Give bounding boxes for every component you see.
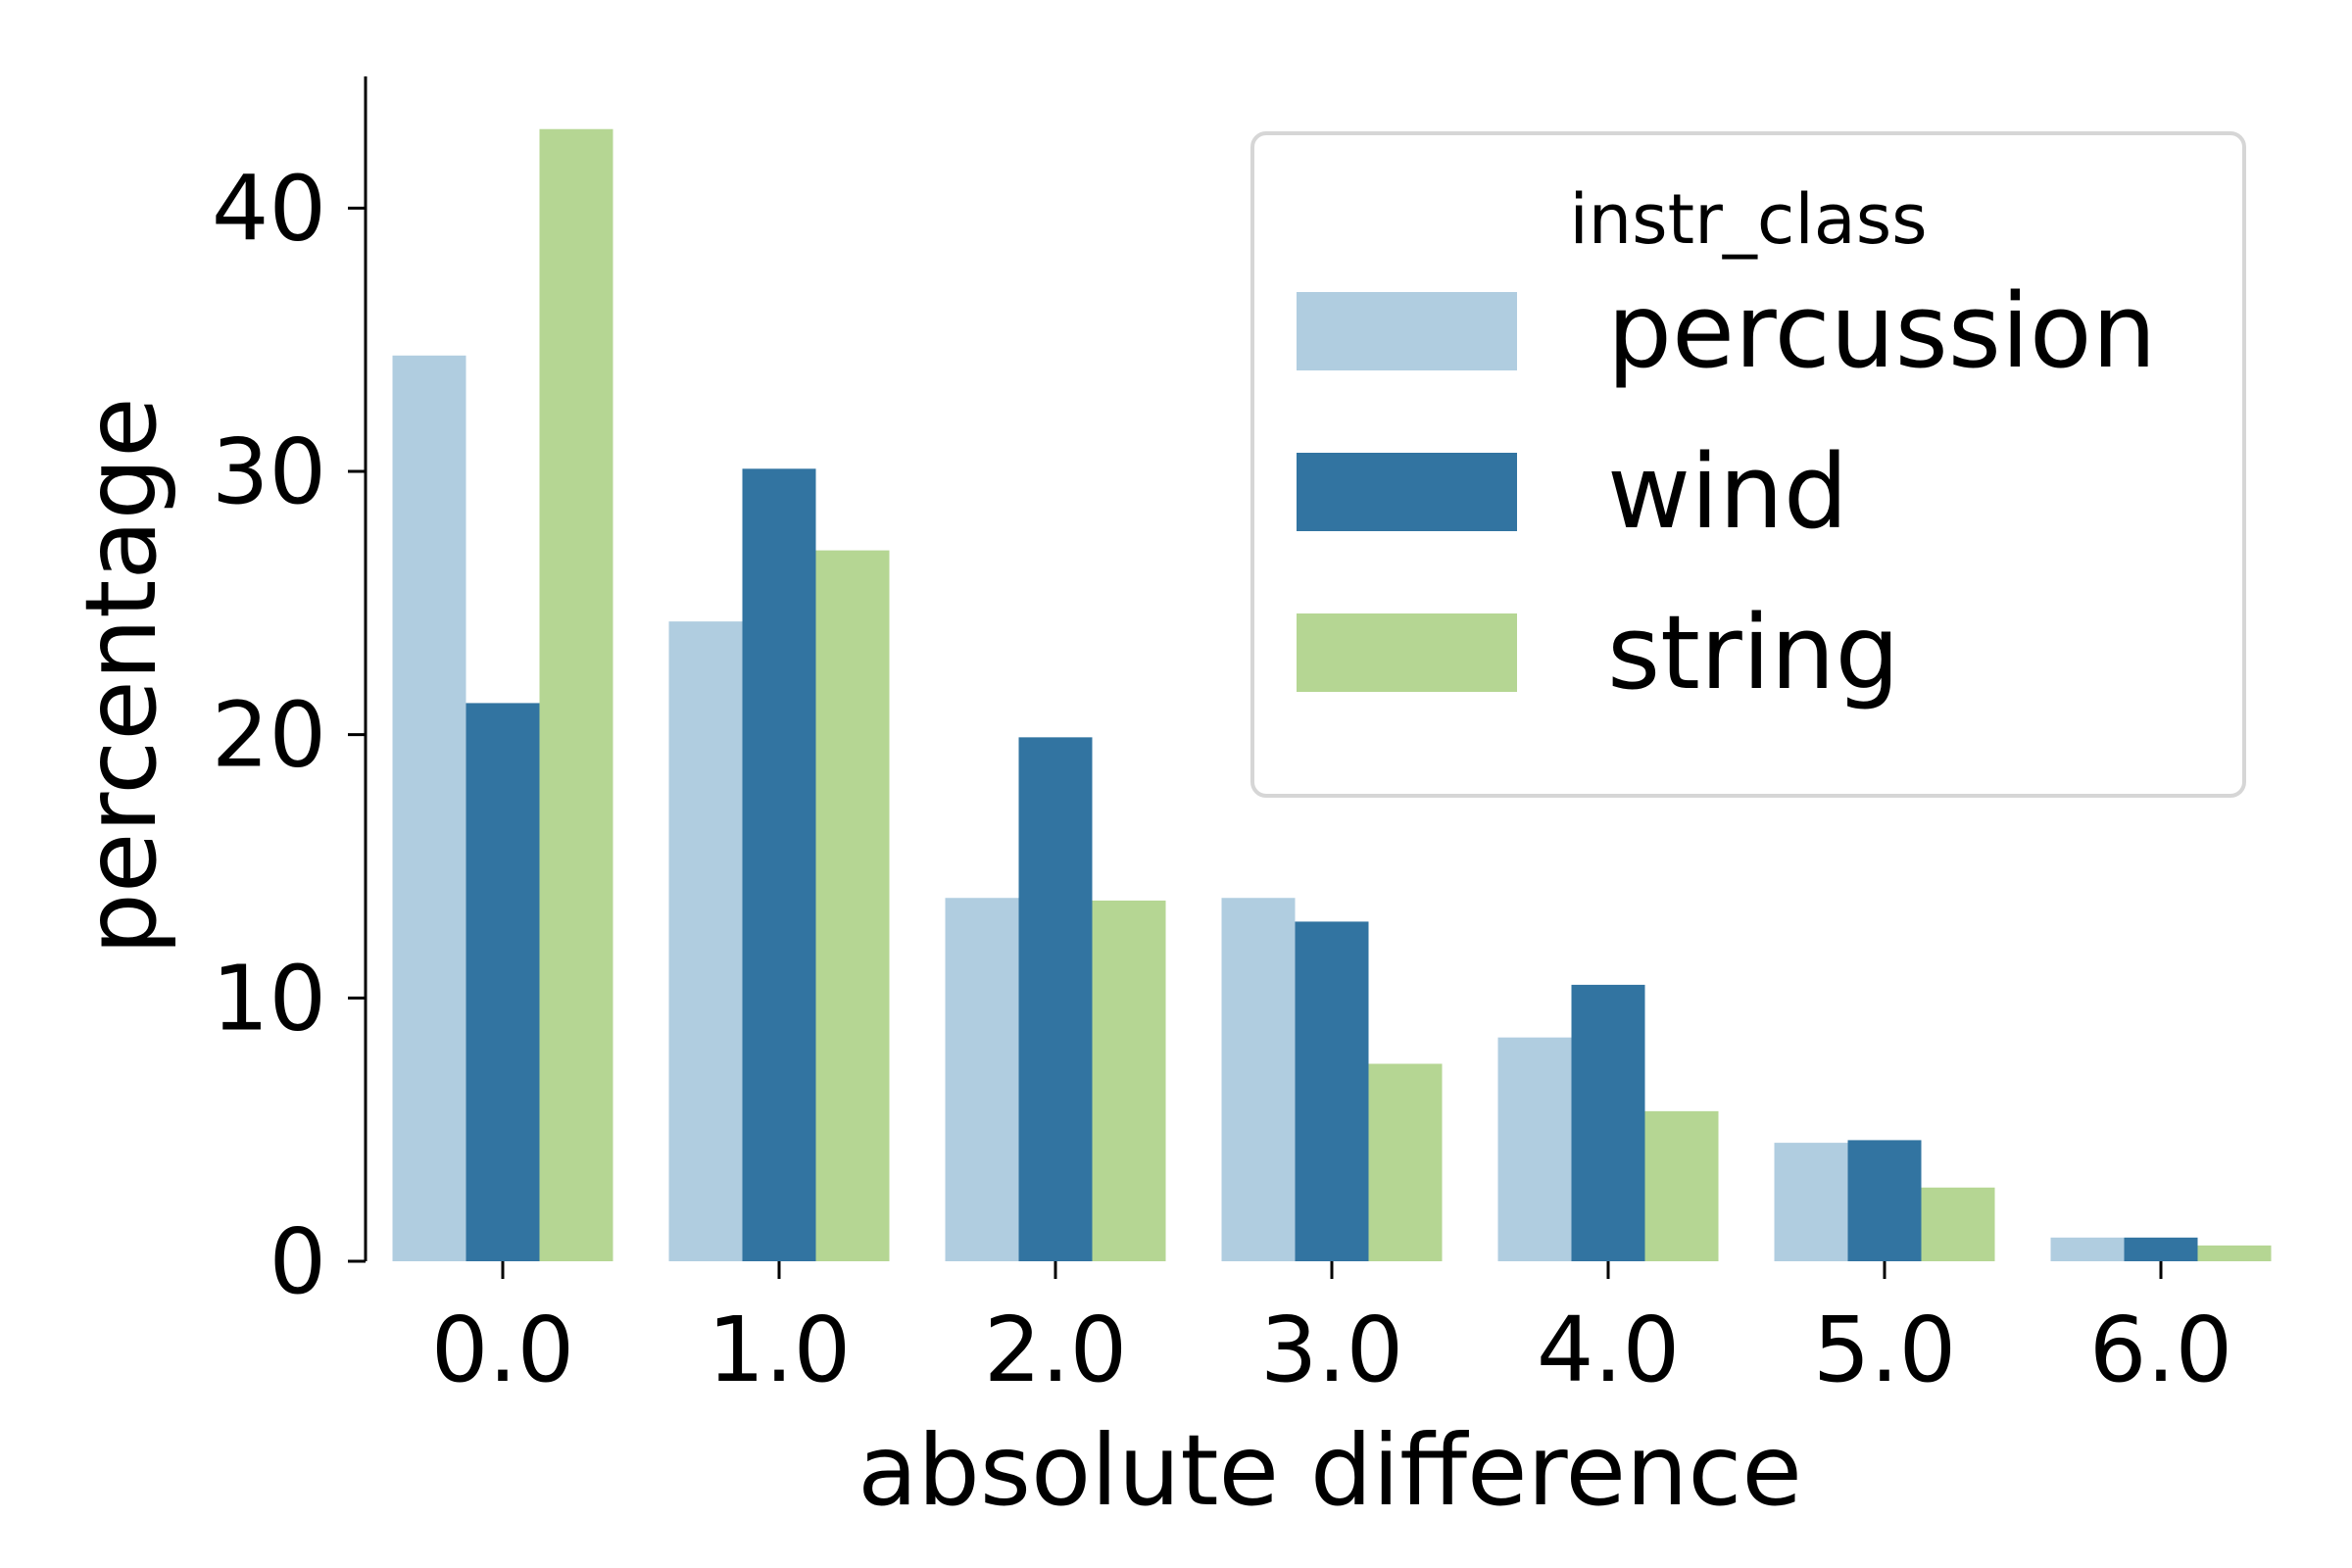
bar-string-0.0 (539, 128, 613, 1261)
bar-wind-0.0 (466, 703, 540, 1261)
y-tick-label: 20 (212, 683, 326, 788)
legend-title: instr_class (1569, 179, 1927, 260)
y-axis-label: percentage (64, 397, 178, 955)
bar-wind-6.0 (2124, 1237, 2198, 1261)
bar-percussion-0.0 (392, 355, 466, 1262)
bar-wind-5.0 (1847, 1140, 1922, 1261)
legend-label-percussion: percussion (1607, 271, 2156, 391)
x-tick-label: 2.0 (984, 1298, 1127, 1402)
bar-percussion-6.0 (2050, 1237, 2125, 1261)
x-axis-ticks: 0.0 1.0 2.0 3.0 4.0 5.0 6.0 (431, 1261, 2232, 1402)
x-tick-label: 5.0 (1813, 1298, 1956, 1402)
legend-label-string: string (1607, 593, 1900, 712)
x-tick-label: 6.0 (2089, 1298, 2232, 1402)
bar-wind-1.0 (742, 468, 816, 1261)
legend-entries: percussion wind string (1297, 271, 2156, 712)
legend-swatch-wind (1297, 453, 1517, 531)
bar-string-1.0 (815, 550, 890, 1261)
bar-wind-4.0 (1571, 984, 1645, 1261)
y-axis-ticks: 0 10 20 30 40 (212, 156, 366, 1314)
legend-swatch-percussion (1297, 292, 1517, 370)
x-tick-label: 1.0 (708, 1298, 851, 1402)
bar-string-6.0 (2197, 1245, 2272, 1261)
y-tick-label: 0 (269, 1209, 326, 1314)
bar-string-5.0 (1921, 1187, 1995, 1261)
bar-percussion-5.0 (1774, 1143, 1848, 1261)
bars-group (392, 128, 2272, 1262)
bar-percussion-3.0 (1221, 898, 1296, 1261)
x-tick-label: 3.0 (1260, 1298, 1403, 1402)
bar-wind-2.0 (1018, 737, 1093, 1261)
bar-string-4.0 (1644, 1110, 1719, 1261)
legend-swatch-string (1297, 613, 1517, 692)
bar-percussion-1.0 (668, 621, 743, 1261)
x-axis-label: absolute difference (858, 1413, 1802, 1528)
legend: instr_class percussion wind string (1250, 131, 2246, 798)
y-tick-label: 40 (212, 156, 326, 261)
y-tick-label: 30 (212, 419, 326, 524)
bar-percussion-4.0 (1497, 1037, 1572, 1261)
bar-wind-3.0 (1295, 921, 1369, 1261)
x-tick-label: 4.0 (1537, 1298, 1680, 1402)
x-tick-label: 0.0 (431, 1298, 574, 1402)
bar-percussion-2.0 (945, 898, 1019, 1261)
legend-label-wind: wind (1607, 432, 1848, 552)
y-tick-label: 10 (212, 946, 326, 1051)
bar-string-2.0 (1092, 900, 1166, 1261)
bar-string-3.0 (1368, 1063, 1443, 1261)
